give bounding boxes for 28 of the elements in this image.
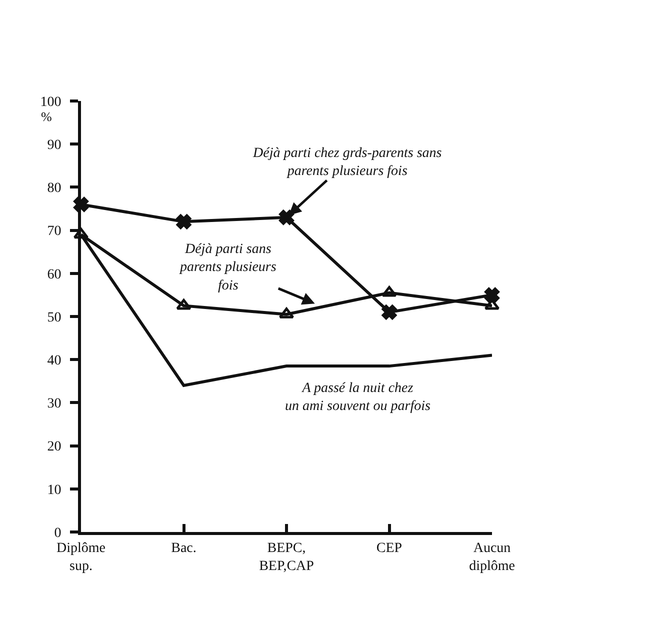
annotation: Déjà parti chez grds-parents sans parents plusieurs fois bbox=[252, 146, 442, 180]
y-tick-label: 100 bbox=[40, 94, 62, 110]
x-tick-label: Aucun diplôme bbox=[469, 540, 515, 574]
x-tick-label: Bac. bbox=[171, 540, 196, 556]
point bbox=[484, 287, 500, 302]
y-tick-label: 60 bbox=[47, 267, 62, 282]
y-tick-label: 10 bbox=[47, 482, 62, 498]
y-tick-label: 20 bbox=[47, 440, 62, 455]
x-tick-label: CEP bbox=[376, 540, 402, 556]
point bbox=[382, 286, 397, 297]
x-tick-label: BEPC, BEP,CAP bbox=[259, 540, 314, 574]
y-tick-label: 0 bbox=[54, 526, 62, 541]
y-tick-label: 90 bbox=[47, 138, 62, 153]
x-tick-label: Diplôme sup. bbox=[56, 540, 106, 574]
y-tick-label: 70 bbox=[47, 224, 62, 240]
annotation: A passé la nuit chez un ami souvent ou parfois bbox=[285, 381, 431, 414]
point bbox=[176, 298, 192, 310]
y-tick-label: 30 bbox=[47, 396, 62, 412]
y-tick-label: 40 bbox=[47, 354, 62, 368]
point bbox=[73, 228, 89, 239]
point bbox=[382, 304, 397, 320]
point bbox=[279, 210, 294, 225]
point bbox=[176, 214, 192, 230]
point bbox=[484, 298, 500, 310]
y-axis-title: % bbox=[41, 109, 52, 124]
y-tick-label: 80 bbox=[47, 181, 62, 196]
annotation: Déjà parti sans parents plusieurs fois bbox=[179, 242, 277, 294]
y-tick-label: 50 bbox=[47, 310, 62, 326]
